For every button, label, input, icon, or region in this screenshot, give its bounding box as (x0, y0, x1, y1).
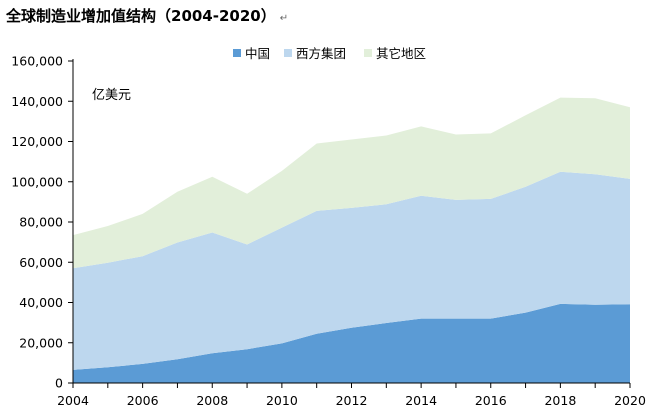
x-tick-label: 2018 (544, 393, 576, 408)
chart-title: 全球制造业增加值结构（2004-2020） ↵ (6, 5, 288, 26)
area-western-group (73, 171, 630, 370)
y-tick-label: 100,000 (11, 174, 63, 189)
y-tick-label: 60,000 (19, 255, 63, 270)
chart-areas (73, 97, 630, 383)
legend-label-western-group: 西方集团 (296, 46, 346, 61)
y-tick-label: 0 (55, 376, 63, 391)
chart-title-text: 全球制造业增加值结构（2004-2020） (6, 7, 276, 25)
y-tick-label: 160,000 (11, 54, 63, 69)
return-mark-icon: ↵ (279, 13, 289, 24)
chart-axes: 0 20,000 40,000 60,000 80,000 100,000 120,000 1… (11, 54, 646, 409)
x-tick-label: 2016 (475, 393, 507, 408)
x-tick-label: 2006 (127, 393, 159, 408)
y-tick-label: 120,000 (11, 134, 63, 149)
legend-swatch-other-regions (364, 49, 372, 57)
chart-legend: 中国 西方集团 其它地区 (233, 46, 426, 61)
x-tick-label: 2020 (614, 393, 646, 408)
unit-label: 亿美元 (92, 88, 131, 103)
x-tick-label: 2012 (336, 393, 368, 408)
area-china (73, 303, 630, 383)
y-tick-label: 40,000 (19, 295, 63, 310)
y-tick-label: 80,000 (19, 215, 63, 230)
y-tick-label: 140,000 (11, 94, 63, 109)
x-tick-label: 2010 (266, 393, 298, 408)
x-tick-label: 2008 (196, 393, 228, 408)
legend-label-china: 中国 (245, 46, 270, 61)
legend-swatch-western-group (284, 49, 292, 57)
area-other-regions (73, 97, 630, 269)
legend-swatch-china (233, 49, 241, 57)
legend-label-other-regions: 其它地区 (376, 46, 426, 61)
y-tick-label: 20,000 (19, 335, 63, 350)
x-tick-label: 2014 (405, 393, 437, 408)
x-tick-label: 2004 (57, 393, 89, 408)
